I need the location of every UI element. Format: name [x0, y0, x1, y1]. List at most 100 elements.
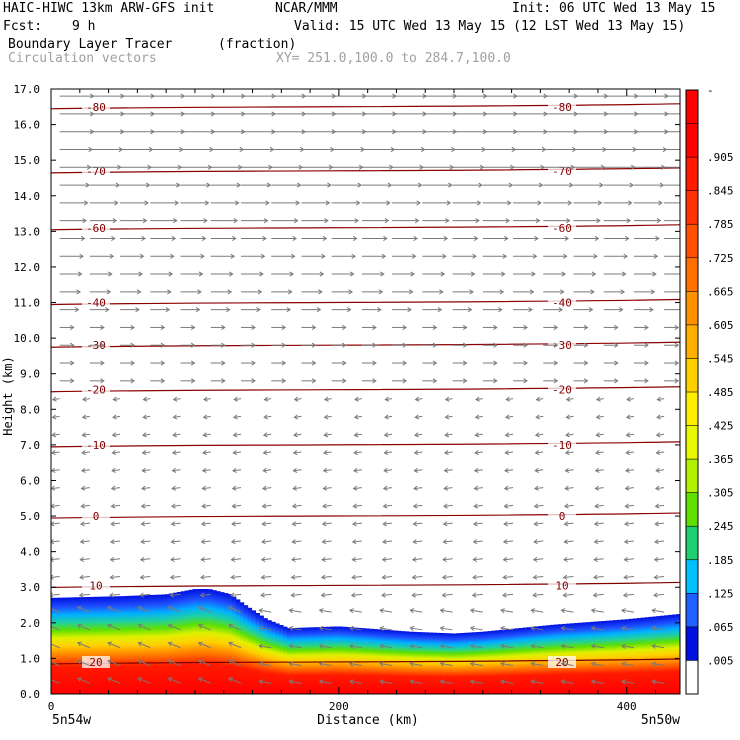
vector-arrow: [500, 627, 514, 631]
vector-arrow: [384, 415, 393, 418]
vector-arrowhead: [200, 253, 205, 259]
vector-arrow: [107, 606, 121, 613]
vector-arrowhead: [352, 503, 358, 509]
tracer-strip: [302, 627, 308, 694]
tracer-strip: [396, 630, 402, 694]
vector-arrowhead: [263, 414, 268, 420]
x-tick-label: 0: [48, 700, 55, 713]
vector-arrow: [141, 540, 151, 543]
vector-arrowhead: [590, 289, 595, 295]
tracer-strip: [471, 632, 477, 694]
vector-arrow: [262, 487, 272, 490]
vector-arrowhead: [348, 625, 354, 631]
vector-arrowhead: [233, 218, 239, 224]
y-tick-label: 14.0: [14, 190, 41, 203]
vector-arrow: [52, 433, 60, 436]
tracer-strip: [404, 631, 410, 694]
vector-arrowhead: [290, 592, 296, 598]
tracer-strip: [656, 616, 661, 694]
vector-arrow: [324, 398, 332, 401]
vector-arrowhead: [230, 253, 236, 259]
vector-arrowhead: [348, 643, 354, 649]
colorbar-label: .425: [707, 420, 734, 433]
colorbar-label: .065: [707, 621, 734, 634]
vector-arrowhead: [445, 218, 450, 224]
vector-arrowhead: [139, 574, 145, 580]
vector-arrowhead: [414, 414, 420, 420]
vector-arrowhead: [503, 503, 509, 509]
vector-arrowhead: [674, 378, 680, 384]
vector-arrowhead: [235, 200, 240, 206]
vector-arrowhead: [295, 200, 301, 206]
vector-arrow: [263, 451, 272, 454]
vector-arrowhead: [79, 253, 84, 259]
vector-arrow: [561, 609, 574, 613]
vector-arrowhead: [437, 307, 443, 313]
vector-arrowhead: [137, 677, 143, 682]
vector-arrow: [262, 522, 272, 525]
tracer-strip: [412, 631, 418, 694]
vector-arrow: [228, 642, 242, 649]
vector-arrowhead: [321, 539, 327, 545]
vector-arrowhead: [251, 378, 256, 384]
vector-arrow: [142, 433, 151, 436]
vector-arrowhead: [621, 661, 626, 667]
vector-arrowhead: [286, 307, 292, 313]
tracer-strip: [605, 620, 610, 694]
vector-arrowhead: [231, 485, 237, 491]
vector-arrow: [536, 398, 544, 401]
vector-arrowhead: [500, 625, 505, 631]
vector-arrowhead: [51, 467, 56, 473]
tracer-strip: [188, 589, 194, 694]
vector-arrowhead: [202, 432, 208, 438]
vector-arrowhead: [251, 324, 256, 331]
vector-arrowhead: [569, 182, 574, 188]
vector-arrowhead: [560, 608, 566, 614]
vector-arrowhead: [560, 643, 566, 649]
vector-arrowhead: [292, 485, 297, 491]
vector-arrow: [382, 576, 393, 579]
tracer-strip: [444, 633, 449, 694]
vector-arrowhead: [562, 574, 568, 580]
vector-arrowhead: [107, 605, 113, 611]
contour-label-bg: [82, 510, 110, 523]
tracer-strip: [609, 620, 614, 694]
vector-arrowhead: [469, 661, 475, 667]
tracer-strip: [589, 621, 595, 694]
vector-arrowhead: [311, 378, 317, 384]
vector-arrow: [474, 487, 483, 490]
vector-arrowhead: [472, 539, 478, 545]
contour-label-right: 0: [559, 510, 566, 523]
vector-arrow: [383, 522, 393, 525]
vector-arrowhead: [106, 289, 112, 295]
colorbar-swatch: [686, 559, 698, 594]
contour-label-right: -30: [552, 339, 572, 352]
vector-arrow: [625, 504, 634, 507]
vector-arrow: [385, 398, 393, 401]
vector-arrow: [291, 576, 302, 579]
vector-arrowhead: [107, 677, 113, 682]
vector-arrowhead: [596, 218, 601, 224]
vector-arrow: [198, 606, 211, 613]
vector-arrowhead: [654, 521, 660, 527]
vector-arrowhead: [625, 414, 631, 420]
tracer-strip: [495, 630, 500, 694]
vector-arrowhead: [553, 324, 559, 331]
vector-arrow: [565, 487, 574, 490]
vector-arrow: [500, 609, 514, 613]
tracer-strip: [451, 633, 457, 694]
vector-arrowhead: [473, 485, 479, 491]
contour-label-left: -60: [86, 222, 106, 235]
vector-arrowhead: [170, 503, 176, 509]
vector-arrowhead: [160, 342, 166, 348]
vector-arrow: [594, 558, 604, 561]
tracer-strip: [483, 631, 488, 694]
vector-arrow: [440, 645, 453, 649]
x-tick-label: 200: [329, 700, 349, 713]
vector-arrowhead: [624, 467, 630, 473]
vector-arrowhead: [674, 324, 680, 331]
vector-arrowhead: [311, 342, 317, 348]
tracer-strip: [507, 629, 512, 694]
vector-arrow: [323, 451, 332, 454]
vector-arrowhead: [624, 503, 630, 509]
